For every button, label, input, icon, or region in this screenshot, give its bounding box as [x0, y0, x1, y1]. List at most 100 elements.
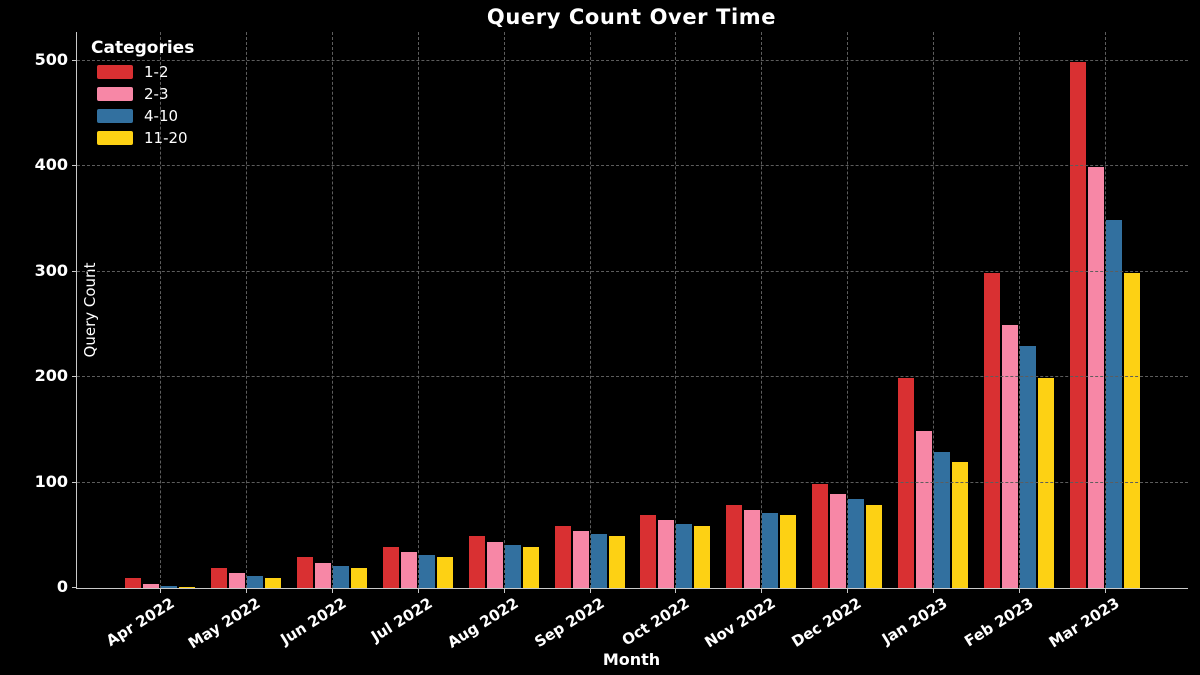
x-tick-mark — [675, 588, 677, 593]
bar-11-20-dec-2022 — [865, 503, 884, 588]
x-tick-label: Feb 2023 — [961, 594, 1037, 651]
x-tick-label: Dec 2022 — [788, 594, 865, 651]
vertical-gridline — [417, 32, 419, 588]
x-tick-mark — [1019, 588, 1021, 593]
bar-11-20-nov-2022 — [779, 514, 798, 588]
legend-swatch-2-3 — [97, 87, 133, 101]
x-tick-label: Aug 2022 — [443, 594, 522, 652]
bar-4-10-may-2022 — [245, 575, 264, 588]
bar-1-2-jul-2022 — [381, 545, 400, 588]
legend-item: 4-10 — [97, 107, 194, 125]
legend-item: 2-3 — [97, 85, 194, 103]
vertical-gridline — [589, 32, 591, 588]
y-axis-label: Query Count — [81, 262, 99, 358]
y-tick-label: 400 — [34, 155, 68, 174]
x-tick-mark — [331, 588, 333, 593]
bar-4-10-jul-2022 — [417, 554, 436, 588]
bar-4-10-nov-2022 — [761, 512, 780, 588]
bar-11-20-mar-2023 — [1122, 271, 1141, 588]
bar-2-3-may-2022 — [227, 572, 246, 588]
bar-11-20-jan-2023 — [951, 461, 970, 588]
chart-title: Query Count Over Time — [486, 5, 777, 29]
bar-1-2-jan-2023 — [897, 377, 916, 588]
x-tick-mark — [933, 588, 935, 593]
x-tick-mark — [417, 588, 419, 593]
bar-1-2-sep-2022 — [553, 524, 572, 588]
vertical-gridline — [503, 32, 505, 588]
bar-4-10-mar-2023 — [1104, 218, 1123, 588]
y-tick-mark — [72, 481, 77, 483]
x-tick-label: Jul 2022 — [367, 594, 436, 646]
bar-2-3-aug-2022 — [485, 540, 504, 588]
bar-4-10-apr-2022 — [160, 584, 178, 588]
x-tick-label: May 2022 — [184, 594, 264, 653]
x-tick-mark — [245, 588, 247, 593]
bar-2-3-dec-2022 — [829, 493, 848, 588]
bar-2-3-oct-2022 — [657, 519, 676, 588]
bar-2-3-apr-2022 — [142, 582, 160, 588]
y-tick-mark — [72, 587, 77, 588]
legend-label: 1-2 — [144, 63, 169, 81]
bar-11-20-jul-2022 — [435, 556, 454, 588]
x-tick-label: Jun 2022 — [277, 594, 350, 649]
y-tick-label: 100 — [34, 471, 68, 491]
bar-2-3-jul-2022 — [399, 551, 418, 588]
y-tick-mark — [72, 165, 77, 166]
plot-area: Query Count Categories 1-2 2-3 4-10 11-20 0… — [35, 32, 1188, 652]
x-tick-mark — [160, 588, 161, 593]
y-tick-label: 500 — [34, 49, 68, 69]
x-tick-label: Apr 2022 — [102, 594, 178, 650]
bar-1-2-feb-2023 — [983, 271, 1002, 588]
vertical-gridline — [675, 32, 677, 588]
legend-swatch-11-20 — [97, 131, 133, 145]
bar-4-10-jan-2023 — [933, 450, 952, 588]
bar-4-10-sep-2022 — [589, 533, 608, 588]
y-tick-mark — [72, 270, 77, 272]
x-tick-label: Jan 2023 — [878, 594, 951, 649]
x-tick-label: Mar 2023 — [1045, 594, 1123, 652]
vertical-gridline — [331, 32, 333, 588]
bar-2-3-sep-2022 — [571, 529, 590, 588]
y-tick-label: 300 — [34, 260, 68, 280]
bar-4-10-dec-2022 — [847, 498, 866, 588]
legend-item: 1-2 — [97, 63, 194, 81]
bar-4-10-aug-2022 — [503, 543, 522, 588]
x-tick-label: Oct 2022 — [619, 594, 693, 650]
bar-1-2-may-2022 — [209, 566, 228, 588]
y-tick-mark — [72, 59, 77, 61]
legend-label: 11-20 — [144, 129, 188, 147]
bar-1-2-nov-2022 — [725, 503, 744, 588]
horizontal-gridline — [77, 59, 1188, 61]
legend-item: 11-20 — [97, 129, 194, 147]
bar-2-3-jun-2022 — [313, 561, 332, 588]
horizontal-gridline — [77, 270, 1188, 272]
x-tick-mark — [761, 588, 763, 593]
horizontal-gridline — [77, 165, 1188, 166]
y-tick-label: 0 — [56, 577, 68, 596]
bar-1-2-jun-2022 — [295, 556, 314, 588]
bar-1-2-dec-2022 — [811, 482, 830, 588]
legend-items: 1-2 2-3 4-10 11-20 — [91, 63, 194, 147]
bar-2-3-jan-2023 — [915, 429, 934, 588]
bar-11-20-aug-2022 — [521, 545, 540, 588]
x-tick-label: Sep 2022 — [530, 594, 608, 651]
x-tick-mark — [847, 588, 849, 593]
bar-11-20-may-2022 — [263, 577, 282, 588]
legend-title: Categories — [91, 38, 195, 58]
x-tick-label: Nov 2022 — [701, 594, 779, 652]
bar-2-3-feb-2023 — [1001, 324, 1020, 588]
bar-2-3-nov-2022 — [743, 508, 762, 588]
bar-4-10-oct-2022 — [675, 522, 694, 588]
legend-label: 2-3 — [144, 85, 169, 103]
y-tick-mark — [72, 376, 77, 377]
vertical-gridline — [245, 32, 247, 588]
y-tick-label: 200 — [34, 366, 68, 385]
bar-11-20-oct-2022 — [693, 524, 712, 588]
bar-11-20-apr-2022 — [178, 585, 196, 588]
bar-1-2-mar-2023 — [1068, 60, 1087, 588]
bar-1-2-oct-2022 — [639, 514, 658, 588]
x-tick-mark — [1104, 588, 1106, 593]
bar-11-20-jun-2022 — [349, 566, 368, 588]
bar-1-2-aug-2022 — [467, 535, 486, 588]
